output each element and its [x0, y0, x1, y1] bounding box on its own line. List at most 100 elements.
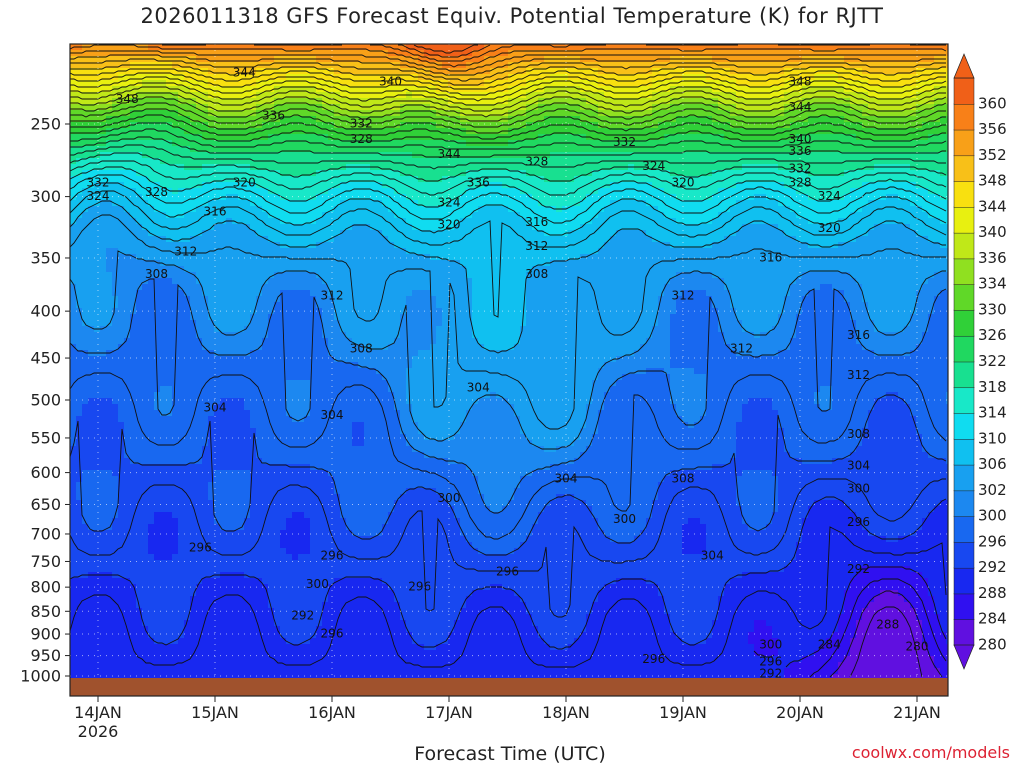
heatmap-cell: [736, 146, 743, 153]
heatmap-cell: [232, 110, 239, 117]
heatmap-cell: [142, 122, 149, 129]
heatmap-cell: [118, 110, 125, 117]
heatmap-cell: [352, 176, 359, 183]
heatmap-cell: [76, 80, 83, 87]
heatmap-cell: [820, 242, 827, 249]
heatmap-cell: [832, 176, 839, 183]
heatmap-cell: [676, 92, 683, 99]
heatmap-cell: [118, 182, 125, 189]
heatmap-cell: [124, 224, 131, 231]
heatmap-cell: [766, 152, 773, 159]
heatmap-cell: [196, 224, 203, 231]
heatmap-cell: [238, 98, 245, 105]
heatmap-cell: [622, 236, 629, 243]
heatmap-cell: [82, 98, 89, 105]
heatmap-cell: [520, 218, 527, 225]
heatmap-cell: [514, 224, 521, 231]
heatmap-cell: [184, 212, 191, 219]
heatmap-cell: [880, 152, 887, 159]
heatmap-cell: [298, 182, 305, 189]
heatmap-cell: [76, 74, 83, 81]
heatmap-cell: [604, 230, 611, 237]
heatmap-cell: [370, 68, 377, 75]
heatmap-cell: [586, 98, 593, 105]
heatmap-cell: [838, 236, 845, 243]
heatmap-cell: [346, 146, 353, 153]
heatmap-cell: [118, 176, 125, 183]
heatmap-cell: [118, 134, 125, 141]
heatmap-cell: [274, 158, 281, 165]
heatmap-cell: [250, 194, 257, 201]
heatmap-cell: [166, 110, 173, 117]
heatmap-cell: [928, 182, 935, 189]
heatmap-cell: [130, 242, 137, 249]
heatmap-cell: [394, 176, 401, 183]
heatmap-cell: [820, 200, 827, 207]
heatmap-cell: [946, 140, 948, 147]
heatmap-cell: [178, 80, 185, 87]
heatmap-cell: [256, 110, 263, 117]
heatmap-cell: [466, 110, 473, 117]
heatmap-cell: [406, 236, 413, 243]
heatmap-cell: [124, 116, 131, 123]
heatmap-cell: [616, 212, 623, 219]
heatmap-cell: [538, 116, 545, 123]
heatmap-cell: [892, 86, 899, 93]
heatmap-cell: [388, 218, 395, 225]
heatmap-cell: [424, 128, 431, 135]
heatmap-cell: [556, 86, 563, 93]
heatmap-cell: [760, 206, 767, 213]
heatmap-cell: [256, 176, 263, 183]
heatmap-cell: [772, 242, 779, 249]
heatmap-cell: [208, 134, 215, 141]
heatmap-cell: [496, 68, 503, 75]
heatmap-cell: [820, 194, 827, 201]
heatmap-cell: [220, 80, 227, 87]
heatmap-cell: [802, 152, 809, 159]
heatmap-cell: [226, 152, 233, 159]
heatmap-cell: [328, 194, 335, 201]
heatmap-cell: [610, 104, 617, 111]
heatmap-cell: [736, 188, 743, 195]
heatmap-cell: [736, 134, 743, 141]
heatmap-cell: [298, 152, 305, 159]
heatmap-cell: [142, 206, 149, 213]
heatmap-cell: [436, 140, 443, 147]
heatmap-cell: [508, 80, 515, 87]
heatmap-cell: [928, 62, 935, 69]
heatmap-cell: [706, 200, 713, 207]
heatmap-cell: [646, 110, 653, 117]
heatmap-cell: [928, 134, 935, 141]
heatmap-cell: [412, 62, 419, 69]
heatmap-cell: [730, 128, 737, 135]
heatmap-cell: [388, 170, 395, 177]
heatmap-cell: [934, 218, 941, 225]
heatmap-cell: [250, 134, 257, 141]
heatmap-cell: [478, 152, 485, 159]
heatmap-cell: [898, 104, 905, 111]
heatmap-cell: [946, 206, 948, 213]
heatmap-cell: [508, 176, 515, 183]
heatmap-cell: [232, 224, 239, 231]
heatmap-cell: [370, 74, 377, 81]
heatmap-cell: [790, 236, 797, 243]
heatmap-cell: [268, 80, 275, 87]
heatmap-cell: [658, 218, 665, 225]
heatmap-cell: [628, 152, 635, 159]
heatmap-cell: [730, 86, 737, 93]
heatmap-cell: [640, 104, 647, 111]
heatmap-cell: [346, 44, 353, 51]
heatmap-cell: [784, 194, 791, 201]
heatmap-cell: [862, 236, 869, 243]
heatmap-cell: [706, 62, 713, 69]
heatmap-cell: [916, 44, 923, 51]
heatmap-cell: [670, 92, 677, 99]
heatmap-cell: [250, 158, 257, 165]
heatmap-cell: [688, 50, 695, 57]
heatmap-cell: [88, 50, 95, 57]
heatmap-cell: [772, 122, 779, 129]
heatmap-cell: [172, 224, 179, 231]
heatmap-cell: [910, 158, 917, 165]
heatmap-cell: [550, 182, 557, 189]
heatmap-cell: [760, 182, 767, 189]
